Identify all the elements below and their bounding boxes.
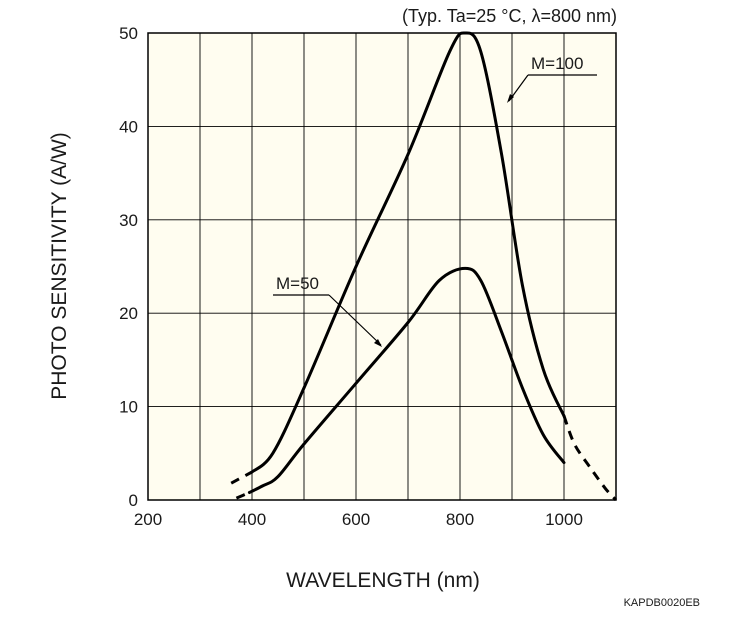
y-tick-labels: 0 10 20 30 40 50 <box>119 24 138 510</box>
series-label-m50-leader <box>328 294 382 346</box>
y-tick-label: 0 <box>129 491 138 510</box>
y-tick-label: 40 <box>119 117 138 136</box>
y-tick-label: 50 <box>119 24 138 43</box>
y-tick-label: 30 <box>119 211 138 230</box>
y-axis-title: PHOTO SENSITIVITY (A/W) <box>48 132 71 400</box>
series-line-m50 <box>247 266 566 494</box>
x-tick-label: 400 <box>238 510 266 529</box>
series-extrapolation-m50 <box>235 491 251 500</box>
series-label-m100-arrowhead <box>507 94 514 103</box>
series-extrapolation-m100 <box>230 470 253 485</box>
x-tick-label: 200 <box>134 510 162 529</box>
series-label-m100: M=100 <box>531 54 583 73</box>
x-tick-label: 800 <box>446 510 474 529</box>
plot-area <box>148 33 616 500</box>
series-layer <box>230 31 618 502</box>
x-axis-title: WAVELENGTH (nm) <box>286 569 480 592</box>
y-tick-label: 20 <box>119 304 138 323</box>
x-tick-label: 1000 <box>545 510 583 529</box>
grid <box>148 33 616 500</box>
x-tick-label: 600 <box>342 510 370 529</box>
series-label-m50-arrowhead <box>374 339 382 347</box>
y-tick-label: 10 <box>119 398 138 417</box>
series-label-m50: M=50 <box>276 274 319 293</box>
chart-code: KAPDB0020EB <box>624 597 700 609</box>
x-tick-labels: 200 400 600 800 1000 <box>134 510 583 529</box>
conditions-label: (Typ. Ta=25 °C, λ=800 nm) <box>402 6 617 26</box>
series-extrapolation-m100 <box>562 415 618 502</box>
plot-frame <box>147 32 617 501</box>
series-line-m100 <box>250 31 566 474</box>
